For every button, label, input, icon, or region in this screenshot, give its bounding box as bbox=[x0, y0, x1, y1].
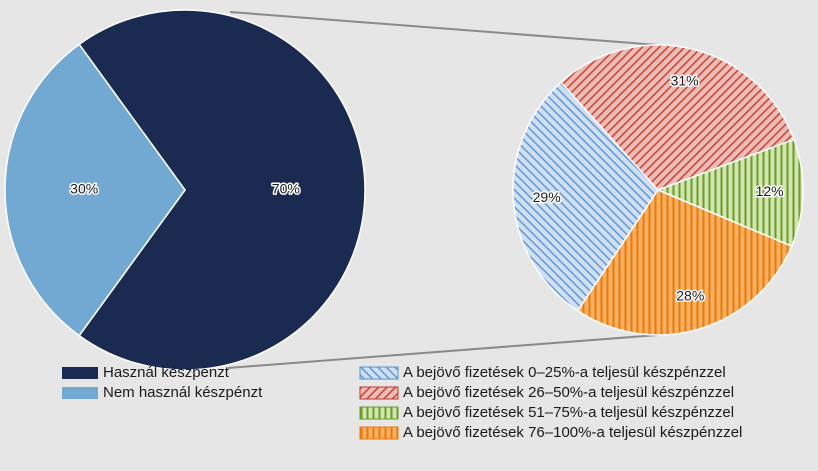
legend-swatch bbox=[359, 366, 399, 380]
legend-label: Használ készpénzt bbox=[103, 364, 230, 381]
value-label: 29% bbox=[533, 189, 561, 205]
legend-label: A bejövő fizetések 76–100%-a teljesül ké… bbox=[403, 424, 742, 441]
pie-slice bbox=[576, 189, 793, 336]
value-label: 30% bbox=[70, 181, 98, 197]
legend-label: A bejövő fizetések 0–25%-a teljesül kész… bbox=[403, 364, 726, 381]
legend-label: A bejövő fizetések 26–50%-a teljesül kés… bbox=[403, 384, 734, 401]
legend-swatch bbox=[359, 386, 399, 400]
value-label: 28% bbox=[676, 288, 704, 304]
legend-swatch bbox=[62, 367, 98, 379]
legend-swatch bbox=[359, 406, 399, 420]
legend-swatch bbox=[359, 426, 399, 440]
pie-slice bbox=[559, 44, 795, 191]
connector-line bbox=[229, 11, 659, 46]
pie-slice bbox=[4, 43, 186, 337]
pie-slice bbox=[512, 81, 659, 312]
value-label: 31% bbox=[671, 72, 699, 88]
legend-label: A bejövő fizetések 51–75%-a teljesül kés… bbox=[403, 404, 734, 421]
pie-slice bbox=[655, 138, 804, 248]
legend-label: Nem használ készpénzt bbox=[103, 384, 263, 401]
legend-swatch bbox=[62, 387, 98, 399]
value-label: 70% bbox=[272, 181, 300, 197]
connector-line bbox=[227, 334, 659, 369]
value-label: 12% bbox=[756, 183, 784, 199]
pie-slice bbox=[78, 9, 366, 371]
